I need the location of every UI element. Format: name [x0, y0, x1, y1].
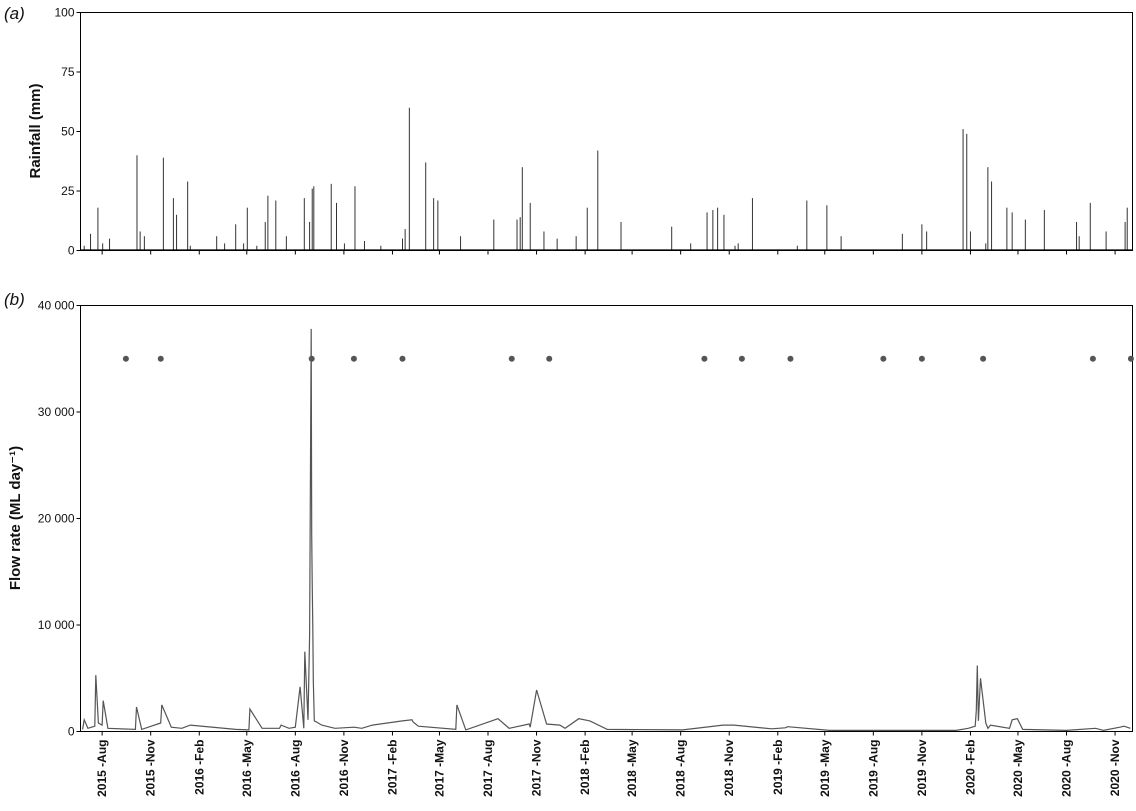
x-tick-label: 2016 -Nov [337, 739, 351, 796]
x-tick-label: 2018 -Aug [674, 740, 688, 797]
x-tick-label: 2015 -Aug [95, 740, 109, 797]
panel-a-x-axis-ticks [101, 250, 1116, 255]
x-tick-label: 2020 -Feb [963, 740, 977, 795]
x-tick-label: 2017 -Feb [385, 740, 399, 795]
x-tick-label: 2017 -Aug [481, 740, 495, 797]
y-tick-label: 30 000 [38, 405, 75, 419]
event-marker-dot [880, 355, 887, 362]
event-marker-dot [918, 355, 925, 362]
x-tick-label: 2016 -Aug [288, 740, 302, 797]
x-tick-label: 2016 -Feb [192, 740, 206, 795]
x-tick-label: 2019 -Feb [771, 740, 785, 795]
event-marker-dot [738, 355, 745, 362]
y-tick-label: 100 [54, 6, 74, 20]
y-tick-label: 10 000 [38, 618, 75, 632]
x-tick-label: 2018 -Feb [578, 740, 592, 795]
panel-a-rainfall-chart: (a) 0 25 50 75 100 Rainfall (mm) [4, 4, 1133, 258]
x-tick-label: 2015 -Nov [144, 739, 158, 796]
event-marker-dot [1127, 355, 1134, 362]
event-marker-dot [980, 355, 987, 362]
event-marker-dot [350, 355, 357, 362]
event-marker-dot [546, 355, 553, 362]
x-tick-label: 2017 -May [432, 739, 446, 797]
panel-b-plot-frame [80, 305, 1133, 732]
x-tick-label: 2020 -Nov [1108, 739, 1122, 796]
y-tick-label: 25 [61, 184, 75, 198]
panel-b-event-markers [122, 355, 1134, 362]
event-marker-dot [701, 355, 708, 362]
panel-b-y-axis: 0 10 000 20 000 30 000 40 000 [38, 299, 81, 739]
y-tick-label: 20 000 [38, 512, 75, 526]
x-tick-label: 2019 -May [818, 739, 832, 797]
event-marker-dot [508, 355, 515, 362]
y-tick-label: 40 000 [38, 299, 75, 313]
x-tick-label: 2018 -May [625, 739, 639, 797]
event-marker-dot [399, 355, 406, 362]
panel-b-flow-series-line [82, 328, 1131, 732]
x-tick-label: 2016 -May [240, 739, 254, 797]
panel-b-y-axis-label: Flow rate (ML day⁻¹) [7, 446, 24, 590]
y-tick-label: 50 [61, 125, 75, 139]
event-marker-dot [157, 355, 164, 362]
event-marker-dot [787, 355, 794, 362]
x-tick-label: 2018 -Nov [722, 739, 736, 796]
y-tick-label: 75 [61, 65, 75, 79]
panel-a-y-axis-label: Rainfall (mm) [27, 83, 44, 178]
event-marker-dot [122, 355, 129, 362]
panel-a-label: (a) [4, 4, 25, 23]
x-tick-label: 2020 -Aug [1060, 740, 1074, 797]
x-tick-label: 2017 -Nov [530, 739, 544, 796]
x-tick-label: 2019 -Aug [866, 740, 880, 797]
panel-b-x-axis: 2015 -Aug 2015 -Nov 2016 -Feb 2016 -May 2016… [95, 731, 1122, 797]
y-tick-label: 0 [68, 725, 75, 739]
event-marker-dot [1089, 355, 1096, 362]
panel-a-plot-frame [80, 12, 1133, 251]
panel-a-y-axis: 0 25 50 75 100 [54, 6, 81, 258]
y-tick-label: 0 [68, 244, 75, 258]
event-marker-dot [308, 355, 315, 362]
x-tick-label: 2019 -Nov [915, 739, 929, 796]
panel-a-bars [80, 107, 1133, 251]
panel-b-label: (b) [4, 290, 25, 309]
x-tick-label: 2020 -May [1011, 739, 1025, 797]
